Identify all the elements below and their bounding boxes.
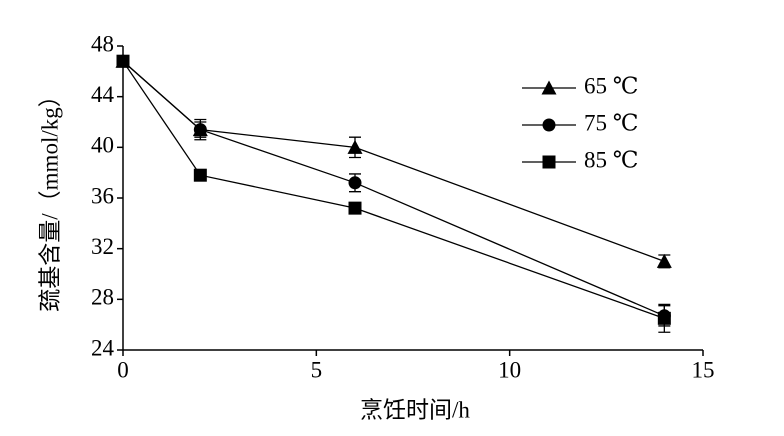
x-tick-label: 5 (311, 357, 323, 382)
marker (542, 118, 556, 132)
marker (541, 80, 557, 95)
y-axis-label: 巯基含量/（mmol/kg） (37, 84, 62, 311)
x-tick-label: 15 (692, 357, 715, 382)
marker (348, 201, 362, 215)
marker (116, 54, 130, 68)
marker (193, 168, 207, 182)
legend-label: 75 ℃ (584, 110, 638, 135)
y-tick-label: 44 (91, 82, 115, 107)
legend-label: 65 ℃ (584, 73, 638, 98)
y-tick-label: 32 (91, 234, 114, 259)
x-axis-label: 烹饪时间/h (360, 397, 470, 422)
series-line (122, 60, 665, 317)
marker (542, 155, 556, 169)
y-tick-label: 36 (91, 183, 114, 208)
x-tick-label: 0 (117, 357, 129, 382)
legend-label: 85 ℃ (584, 147, 638, 172)
y-tick-label: 48 (91, 31, 114, 56)
series-line (122, 60, 665, 319)
marker (347, 139, 363, 154)
marker (657, 311, 671, 325)
y-tick-label: 28 (91, 285, 114, 310)
x-tick-label: 10 (498, 357, 521, 382)
marker (193, 123, 207, 137)
marker (348, 176, 362, 190)
y-tick-label: 40 (91, 133, 114, 158)
marker (656, 253, 672, 268)
y-tick-label: 24 (91, 335, 115, 360)
